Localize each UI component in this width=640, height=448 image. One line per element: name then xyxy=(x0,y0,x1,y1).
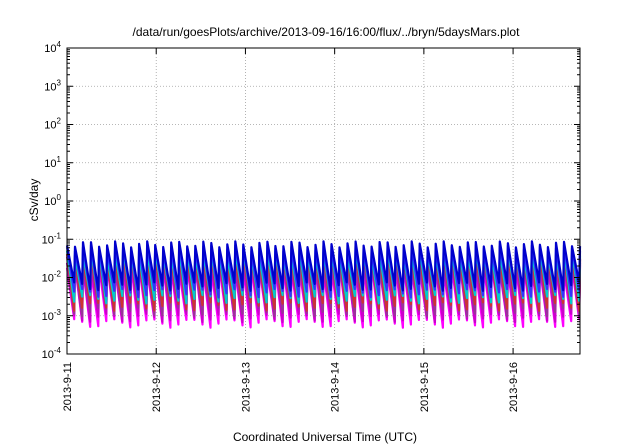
y-tick-label: 101 xyxy=(44,155,61,170)
y-axis-label: cSv/day xyxy=(27,179,41,222)
y-tick-label: 100 xyxy=(44,193,61,208)
x-tick-label: 2013-9-13 xyxy=(240,362,252,412)
y-tick-label: 10-4 xyxy=(42,346,62,361)
x-tick-label: 2013-9-14 xyxy=(330,362,342,412)
series-line xyxy=(65,240,582,292)
y-tick-label: 10-3 xyxy=(42,308,62,323)
y-tick-label: 10-1 xyxy=(42,231,62,246)
x-tick-label: 2013-9-11 xyxy=(62,362,74,411)
x-tick-label: 2013-9-15 xyxy=(419,362,431,412)
series-group xyxy=(65,240,582,329)
x-tick-label: 2013-9-16 xyxy=(508,362,520,412)
x-axis-label: Coordinated Universal Time (UTC) xyxy=(233,430,417,444)
y-tick-label: 102 xyxy=(44,117,61,132)
chart-title: /data/run/goesPlots/archive/2013-09-16/1… xyxy=(133,25,521,39)
y-tick-label: 104 xyxy=(44,40,61,55)
x-tick-label: 2013-9-12 xyxy=(151,362,163,412)
y-tick-label: 103 xyxy=(44,78,61,93)
y-tick-label: 10-2 xyxy=(42,270,62,285)
ticks: 10-4 10-3 10-2 10-1 100 101 102 103 104 2013-9-11… xyxy=(42,40,580,412)
